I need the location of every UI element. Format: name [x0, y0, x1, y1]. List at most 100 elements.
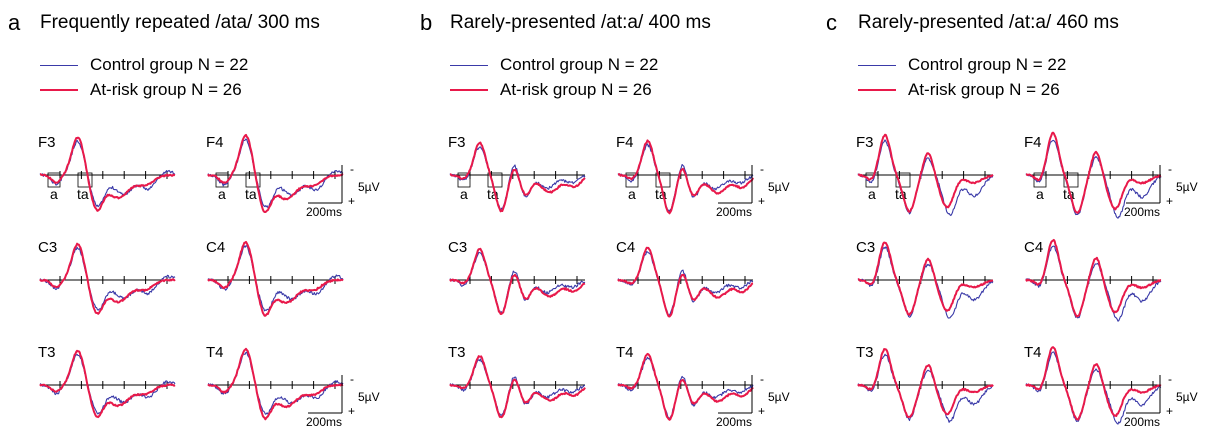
stimulus-box-a [1033, 172, 1047, 188]
stimulus-label-ta: ta [655, 186, 667, 202]
scale-plus: + [348, 404, 355, 418]
scale-voltage-label: 5µV [768, 390, 790, 404]
scale-minus: - [760, 372, 764, 386]
stimulus-box-ta [655, 172, 671, 188]
scale-plus: + [1166, 404, 1173, 418]
at-risk-group-trace [617, 246, 754, 318]
legend-at-risk-line [40, 89, 78, 91]
control-group-trace [207, 245, 344, 312]
electrode-label: C3 [856, 239, 875, 256]
scale-plus: + [348, 194, 355, 208]
legend-at-risk-label: At-risk group N = 26 [500, 80, 652, 99]
stimulus-label-ta: ta [245, 186, 257, 202]
panel-title: Rarely-presented /at:a/ 400 ms [450, 12, 711, 33]
scale-minus: - [760, 162, 764, 176]
electrode-label: T4 [616, 344, 634, 361]
at-risk-group-trace [1025, 131, 1162, 214]
erp-plot-c3: C3 [448, 239, 586, 315]
erp-plot-t4: T4 [1024, 344, 1162, 425]
stimulus-box-ta [895, 172, 911, 188]
panel-title: Frequently repeated /ata/ 300 ms [40, 12, 320, 33]
legend-control-line [858, 65, 896, 66]
scale-bar: - +5µV 200ms [306, 372, 380, 429]
stimulus-box-a [457, 172, 471, 188]
electrode-label: T3 [448, 344, 466, 361]
at-risk-group-trace [449, 355, 586, 419]
scale-bar: - +5µV 200ms [1124, 372, 1198, 429]
panel-letter: c [826, 10, 837, 35]
erp-plot-f3: F3 a ta [448, 134, 586, 213]
erp-plot-c3: C3 [856, 239, 994, 319]
legend-control-label: Control group N = 22 [908, 55, 1067, 74]
panel-a-plots: F3 a ta F4 a ta C3 C4 T3 T4 - +5µV 200ms - +5µV 200ms [38, 133, 380, 429]
legend-control-label: Control group N = 22 [90, 55, 249, 74]
electrode-label: F4 [616, 134, 634, 151]
scale-time-label: 200ms [716, 415, 752, 429]
at-risk-group-trace [617, 139, 754, 215]
erp-plot-f4: F4 a ta [1024, 131, 1162, 219]
legend-control-line [450, 65, 488, 66]
at-risk-group-trace [39, 349, 176, 419]
panel-letter: b [420, 10, 433, 35]
scale-time-label: 200ms [306, 205, 342, 219]
stimulus-label-ta: ta [487, 186, 499, 202]
legend-at-risk-label: At-risk group N = 26 [908, 80, 1060, 99]
scale-bar: - +5µV 200ms [716, 162, 790, 219]
at-risk-group-trace [207, 240, 344, 317]
erp-plot-f3: F3 a ta [38, 134, 176, 212]
scale-plus: + [1166, 194, 1173, 208]
erp-plot-t3: T3 [856, 344, 994, 423]
panel-b: b Rarely-presented /at:a/ 400 ms Control… [410, 0, 810, 439]
at-risk-group-trace [1025, 346, 1162, 421]
legend-at-risk-line [858, 89, 896, 91]
at-risk-group-trace [39, 136, 176, 212]
electrode-label: T3 [856, 344, 874, 361]
electrode-label: F4 [1024, 134, 1042, 151]
erp-plot-t4: T4 [616, 344, 754, 421]
electrode-label: F3 [448, 134, 466, 151]
electrode-label: C4 [1024, 239, 1043, 256]
erp-plot-f4: F4 a ta [616, 134, 754, 215]
at-risk-group-trace [857, 133, 994, 213]
stimulus-box-ta [77, 172, 93, 188]
at-risk-group-trace [449, 141, 586, 213]
at-risk-group-trace [39, 242, 176, 315]
stimulus-box-ta [487, 172, 503, 188]
panel-letter: a [8, 10, 21, 35]
panel-a: a Frequently repeated /ata/ 300 ms Contr… [0, 0, 400, 439]
legend-at-risk-label: At-risk group N = 26 [90, 80, 242, 99]
stimulus-box-ta [1063, 172, 1079, 188]
scale-voltage-label: 5µV [1176, 180, 1198, 194]
scale-minus: - [1168, 372, 1172, 386]
scale-time-label: 200ms [306, 415, 342, 429]
scale-minus: - [350, 372, 354, 386]
scale-bar: - +5µV 200ms [306, 162, 380, 219]
electrode-label: F3 [856, 134, 874, 151]
erp-plot-c4: C4 [206, 239, 344, 317]
stimulus-box-ta [245, 172, 261, 188]
legend-at-risk-line [450, 89, 488, 91]
at-risk-group-trace [449, 247, 586, 315]
scale-bar: - +5µV 200ms [1124, 162, 1198, 219]
erp-plot-t3: T3 [448, 344, 586, 419]
stimulus-label-a: a [460, 186, 468, 202]
control-group-trace [1025, 351, 1162, 425]
panel-b-plots: F3 a ta F4 a ta C3 C4 T3 T4 - +5µV 200ms - +5µV 200ms [448, 134, 790, 429]
electrode-label: C3 [38, 239, 57, 256]
stimulus-label-a: a [868, 186, 876, 202]
scale-voltage-label: 5µV [1176, 390, 1198, 404]
stimulus-label-ta: ta [77, 186, 89, 202]
erp-plot-c4: C4 [616, 239, 754, 318]
at-risk-group-trace [207, 133, 344, 213]
electrode-label: C4 [206, 239, 225, 256]
stimulus-label-ta: ta [895, 186, 907, 202]
erp-plot-c3: C3 [38, 239, 176, 315]
scale-plus: + [758, 404, 765, 418]
erp-plot-f3: F3 a ta [856, 133, 994, 217]
scale-minus: - [350, 162, 354, 176]
scale-voltage-label: 5µV [358, 390, 380, 404]
stimulus-label-a: a [1036, 186, 1044, 202]
erp-plot-t4: T4 [206, 344, 344, 421]
stimulus-label-a: a [218, 186, 226, 202]
scale-plus: + [758, 194, 765, 208]
